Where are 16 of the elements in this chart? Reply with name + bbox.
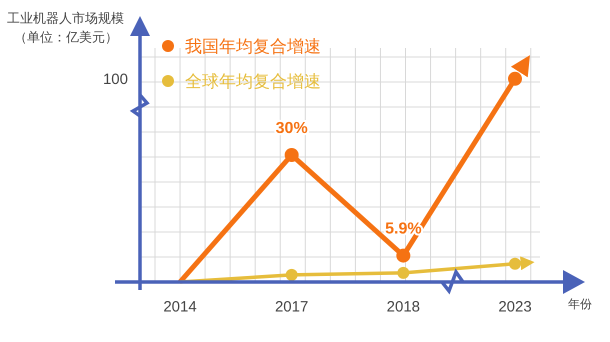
x-tick-label: 2018: [386, 298, 420, 316]
point: [286, 268, 298, 281]
point: [509, 258, 521, 270]
text: 100: [102, 71, 128, 88]
x-tick-label: 2017: [274, 298, 308, 316]
legend-label: 全球年均复合增速: [185, 72, 321, 91]
point: [284, 148, 299, 162]
x-tick-label: 2014: [163, 298, 197, 316]
x-tick-label: 2023: [498, 298, 532, 316]
point: [508, 72, 522, 86]
y-axis-title: 工业机器人市场规模（单位：亿美元）: [7, 10, 124, 45]
point: [396, 248, 410, 263]
x-axis-title: 年份: [568, 297, 592, 312]
point: [397, 266, 410, 279]
legend-label: 我国年均复合增速: [185, 36, 321, 56]
annotation: 30%: [276, 120, 308, 137]
